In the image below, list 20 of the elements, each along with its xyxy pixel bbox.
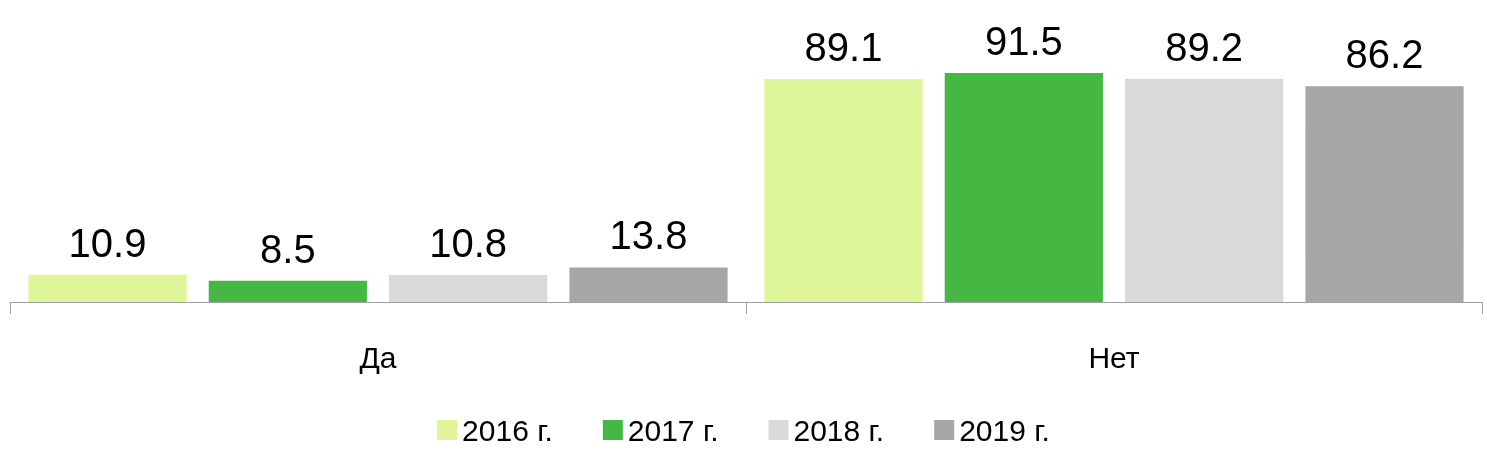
bar bbox=[208, 280, 367, 302]
data-label: 91.5 bbox=[984, 19, 1063, 63]
bar bbox=[1125, 78, 1284, 302]
data-label: 8.5 bbox=[260, 226, 316, 271]
bar bbox=[764, 79, 923, 302]
legend-label: 2017 г. bbox=[627, 413, 719, 447]
legend-label: 2018 г. bbox=[793, 413, 885, 447]
data-label: 10.8 bbox=[429, 220, 508, 265]
data-label: 86.2 bbox=[1345, 32, 1424, 77]
bar bbox=[28, 274, 187, 302]
data-label: 89.2 bbox=[1165, 24, 1244, 69]
x-tick-label: Да bbox=[359, 340, 397, 374]
data-label: 13.8 bbox=[609, 213, 688, 258]
legend-label: 2016 г. bbox=[462, 413, 553, 447]
x-tick-label: Нет bbox=[1088, 340, 1140, 374]
data-label: 89.1 bbox=[804, 25, 883, 70]
bar bbox=[944, 73, 1103, 302]
bar bbox=[389, 274, 548, 302]
data-label: 10.9 bbox=[68, 220, 147, 265]
legend-label: 2019 г. bbox=[959, 413, 1050, 447]
